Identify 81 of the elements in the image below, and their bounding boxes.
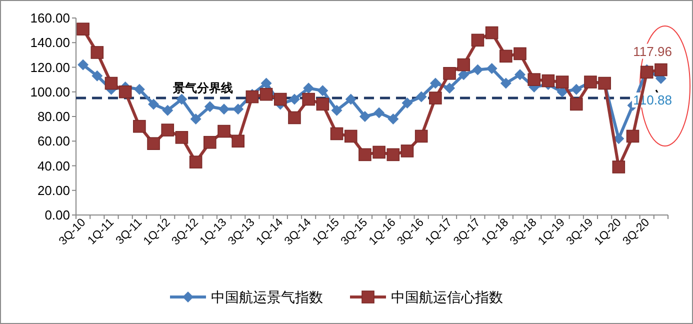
y-tick-label: 140.00 [30, 35, 70, 50]
point [612, 160, 626, 174]
point [204, 101, 216, 112]
legend-label: 中国航运景气指数 [211, 289, 323, 305]
point [162, 104, 174, 116]
point [472, 64, 484, 76]
point [316, 98, 330, 111]
point [92, 70, 103, 82]
point [176, 94, 188, 105]
point [386, 148, 400, 162]
point [133, 120, 146, 133]
point [500, 78, 512, 89]
point [218, 124, 230, 138]
point [471, 34, 484, 47]
point [358, 148, 372, 162]
y-tick-label: 120.00 [30, 60, 70, 75]
point [626, 130, 640, 143]
point [331, 104, 342, 116]
point [288, 111, 301, 124]
point [556, 76, 569, 88]
point [104, 76, 118, 90]
y-tick-label: 160.00 [30, 10, 70, 26]
point [118, 85, 132, 98]
point [204, 136, 216, 149]
y-tick-label: 20.00 [37, 182, 70, 198]
point [430, 78, 441, 89]
point [302, 92, 315, 106]
point [90, 46, 104, 59]
point [190, 113, 202, 124]
data-label: 117.96 [633, 44, 672, 59]
point [654, 63, 668, 76]
point [345, 94, 356, 105]
point [330, 127, 344, 140]
point [78, 59, 89, 70]
point [374, 107, 385, 118]
point [400, 144, 414, 158]
point [218, 104, 230, 115]
point [414, 130, 428, 143]
point [486, 62, 498, 74]
point [429, 92, 442, 104]
point [372, 146, 386, 159]
point [260, 88, 273, 101]
point [246, 90, 259, 104]
point [76, 22, 90, 36]
y-tick-label: 60.00 [37, 134, 70, 149]
point [528, 73, 540, 86]
point [570, 84, 582, 95]
point [175, 131, 188, 144]
y-tick-label: 0.00 [44, 208, 70, 222]
y-tick-label: 40.00 [37, 158, 70, 174]
point [288, 94, 300, 105]
point [134, 84, 145, 95]
point [416, 91, 427, 102]
point [189, 156, 202, 168]
point [148, 98, 160, 110]
point [443, 67, 456, 80]
point [485, 26, 498, 40]
point [542, 74, 555, 88]
point [500, 50, 512, 63]
ref-line-label: 景气分界线 [172, 81, 233, 96]
point [457, 58, 470, 72]
point [232, 104, 244, 115]
point [260, 78, 272, 89]
point [344, 130, 358, 143]
point [402, 97, 413, 108]
point [359, 111, 370, 122]
point [147, 137, 160, 150]
point [444, 82, 456, 94]
point [514, 47, 526, 60]
point [232, 134, 244, 148]
point [303, 82, 314, 94]
legend-label: 中国航运信心指数 [391, 289, 503, 305]
y-tick-label: 80.00 [37, 109, 70, 124]
point [640, 66, 654, 79]
y-tick-label: 100.00 [30, 84, 70, 100]
point [514, 69, 526, 80]
point [274, 92, 287, 106]
point [317, 85, 328, 96]
point [570, 98, 583, 111]
point [161, 124, 174, 136]
point [388, 113, 399, 124]
